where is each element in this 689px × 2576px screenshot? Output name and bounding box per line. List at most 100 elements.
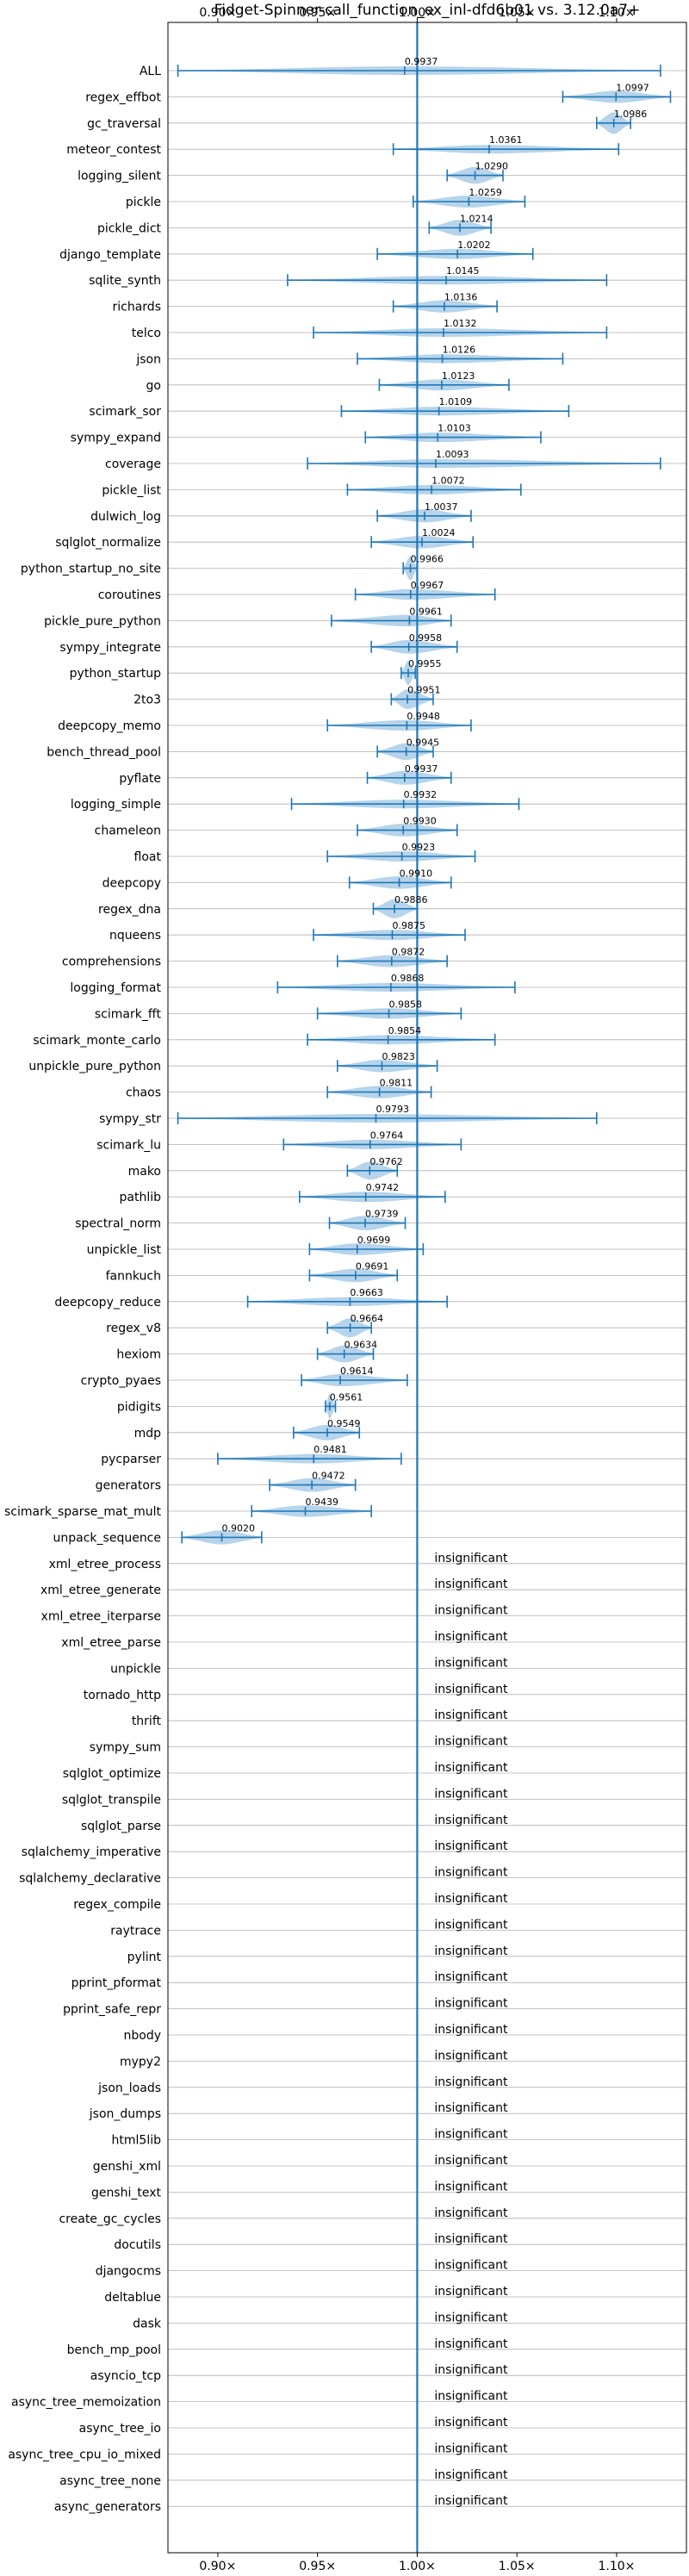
tick-label-top: 0.90×	[199, 6, 236, 20]
value-label: 0.9664	[351, 1313, 384, 1324]
category-label: fannkuch	[106, 1269, 161, 1283]
value-label: 0.9481	[313, 1444, 347, 1455]
category-label: deepcopy_reduce	[54, 1296, 161, 1310]
value-label: 0.9614	[340, 1366, 374, 1377]
category-label: mako	[128, 1165, 161, 1179]
insignificant-label: insignificant	[434, 1997, 508, 2011]
tick-label-top: 1.00×	[399, 6, 436, 20]
category-label: ALL	[140, 65, 161, 78]
category-label: deltablue	[104, 2291, 161, 2305]
category-label: spectral_norm	[75, 1217, 161, 1231]
tick-label-bottom: 1.00×	[399, 2560, 436, 2573]
category-label: xml_etree_iterparse	[41, 1610, 161, 1624]
tick-label-bottom: 0.95×	[299, 2560, 336, 2573]
category-label: logging_format	[70, 981, 161, 995]
insignificant-label: insignificant	[434, 2311, 508, 2324]
category-label: regex_dna	[98, 903, 161, 917]
category-label: comprehensions	[62, 955, 161, 969]
value-label: 0.9945	[407, 737, 440, 748]
tick-label-bottom: 1.10×	[599, 2560, 636, 2573]
category-label: xml_etree_generate	[40, 1584, 161, 1597]
value-label: 1.0024	[422, 527, 455, 538]
category-label: sqlglot_optimize	[63, 1767, 161, 1781]
whiskers	[177, 65, 672, 1544]
category-label: pathlib	[120, 1191, 162, 1204]
value-label: 0.9966	[411, 554, 444, 565]
category-label: pprint_pformat	[71, 1976, 162, 1990]
tick-label-bottom: 0.90×	[199, 2560, 236, 2573]
insignificant-label: insignificant	[434, 2285, 508, 2299]
category-label: deepcopy	[102, 876, 161, 890]
value-label: 1.0093	[436, 449, 469, 460]
category-label: django_template	[59, 248, 161, 262]
category-label: generators	[96, 1479, 161, 1493]
value-label: 0.9439	[306, 1496, 339, 1508]
value-label: 0.9967	[411, 580, 444, 591]
category-label: sqlglot_normalize	[55, 536, 161, 550]
category-label: python_startup_no_site	[21, 563, 161, 576]
insignificant-label: insignificant	[434, 2416, 508, 2430]
category-label: async_tree_io	[79, 2422, 161, 2436]
plot-frame	[167, 22, 687, 2554]
category-label: unpack_sequence	[53, 1531, 161, 1545]
insignificant-label: insignificant	[434, 1814, 508, 1827]
value-label: 0.9549	[327, 1418, 361, 1429]
insignificant-label: insignificant	[434, 2363, 508, 2377]
category-label: coroutines	[98, 588, 161, 602]
value-label: 0.9937	[405, 56, 438, 67]
value-label: 0.9699	[357, 1235, 391, 1246]
category-label: scimark_sor	[89, 405, 161, 419]
category-label: gc_traversal	[87, 117, 161, 131]
insignificant-label: insignificant	[434, 1892, 508, 1906]
category-label: genshi_text	[91, 2186, 162, 2200]
category-label: xml_etree_parse	[61, 1636, 161, 1650]
value-label: 0.9910	[400, 868, 433, 879]
tick-label-bottom: 1.05×	[499, 2560, 536, 2573]
insignificant-label: insignificant	[434, 2075, 508, 2089]
insignificant-label: insignificant	[434, 2206, 508, 2220]
value-label: 0.9961	[409, 606, 443, 617]
value-label: 0.9875	[392, 920, 425, 931]
insignificant-label: insignificant	[434, 1577, 508, 1591]
category-label: scimark_sparse_mat_mult	[4, 1505, 161, 1519]
category-label: sqlglot_transpile	[62, 1793, 161, 1807]
value-label: 1.0072	[431, 475, 465, 486]
category-label: sympy_expand	[71, 432, 161, 445]
category-label: regex_compile	[73, 1898, 161, 1912]
value-label: 0.9762	[369, 1156, 403, 1167]
category-label: pprint_safe_repr	[63, 2003, 161, 2017]
category-label: docutils	[114, 2238, 161, 2252]
value-label: 1.0290	[475, 161, 509, 172]
value-label: 1.0986	[614, 109, 648, 120]
category-label: sqlalchemy_declarative	[19, 1872, 161, 1886]
category-label: go	[146, 379, 161, 393]
insignificant-label: insignificant	[434, 2259, 508, 2273]
value-label: 0.9739	[365, 1209, 399, 1220]
value-label: 1.0037	[425, 501, 458, 513]
insignificant-label: insignificant	[434, 1735, 508, 1749]
category-label: chameleon	[95, 824, 161, 838]
insignificant-label: insignificant	[434, 1630, 508, 1644]
insignificant-label: insignificant	[434, 2390, 508, 2404]
category-label: bench_mp_pool	[67, 2343, 161, 2357]
value-label: 1.0145	[446, 265, 480, 277]
category-label: dask	[133, 2317, 162, 2330]
category-label: regex_effbot	[85, 90, 161, 104]
category-label: regex_v8	[106, 1322, 161, 1335]
insignificant-label: insignificant	[434, 1944, 508, 1958]
value-label: 0.9886	[394, 894, 428, 905]
category-label: float	[134, 850, 162, 864]
insignificant-label: insignificant	[434, 1552, 508, 1565]
value-label: 0.9955	[408, 658, 442, 669]
insignificant-label: insignificant	[434, 2101, 508, 2115]
category-label: 2to3	[133, 694, 161, 707]
value-label: 0.9561	[330, 1391, 363, 1403]
value-label: 0.9742	[366, 1182, 400, 1193]
insignificant-label: insignificant	[434, 2442, 508, 2455]
insignificant-label: insignificant	[434, 1839, 508, 1853]
category-label: async_tree_none	[59, 2474, 161, 2488]
category-label: scimark_lu	[96, 1138, 161, 1152]
tick-label-top: 0.95×	[299, 6, 336, 20]
value-label: 1.0132	[444, 318, 477, 329]
category-label: sqlite_synth	[89, 274, 161, 288]
